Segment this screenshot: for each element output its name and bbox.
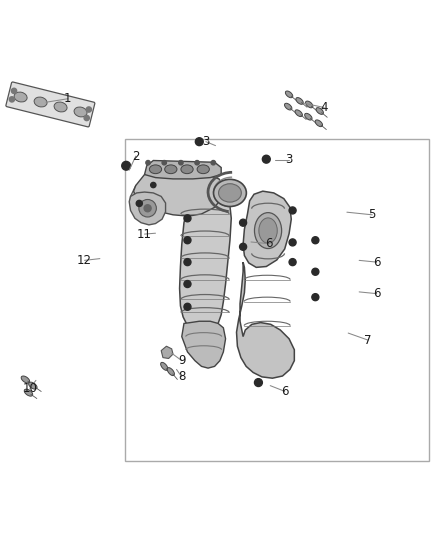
Circle shape (312, 237, 319, 244)
Circle shape (122, 161, 131, 170)
Circle shape (136, 200, 142, 206)
Ellipse shape (34, 97, 47, 107)
Ellipse shape (316, 108, 323, 115)
Ellipse shape (21, 376, 30, 383)
Polygon shape (182, 321, 226, 368)
Ellipse shape (197, 165, 209, 174)
Circle shape (262, 155, 270, 163)
Circle shape (289, 259, 296, 265)
Ellipse shape (136, 190, 146, 198)
Ellipse shape (54, 102, 67, 112)
Ellipse shape (28, 382, 37, 389)
Ellipse shape (296, 98, 303, 104)
Text: 3: 3 (202, 135, 209, 148)
Circle shape (184, 215, 191, 222)
Circle shape (195, 138, 203, 146)
Circle shape (184, 237, 191, 244)
Ellipse shape (167, 368, 174, 376)
Ellipse shape (161, 362, 168, 370)
Ellipse shape (152, 189, 161, 197)
Ellipse shape (305, 114, 312, 120)
Circle shape (184, 303, 191, 310)
Circle shape (289, 239, 296, 246)
Circle shape (184, 280, 191, 287)
Text: 6: 6 (281, 385, 289, 398)
Circle shape (184, 259, 191, 265)
Circle shape (211, 160, 215, 165)
Text: 2: 2 (132, 150, 140, 163)
Circle shape (162, 160, 166, 165)
Text: 1: 1 (64, 92, 72, 105)
Circle shape (9, 96, 14, 102)
Circle shape (289, 207, 296, 214)
Ellipse shape (219, 184, 241, 202)
Polygon shape (237, 262, 294, 378)
Text: 5: 5 (369, 208, 376, 221)
Circle shape (312, 268, 319, 275)
Circle shape (240, 219, 247, 226)
Ellipse shape (181, 165, 193, 174)
Circle shape (11, 88, 17, 93)
Circle shape (240, 243, 247, 251)
Ellipse shape (286, 91, 293, 98)
Polygon shape (243, 191, 291, 268)
Circle shape (179, 160, 183, 165)
Ellipse shape (306, 101, 313, 108)
Bar (125, 140, 429, 462)
Ellipse shape (259, 218, 277, 243)
Circle shape (312, 294, 319, 301)
Polygon shape (180, 194, 231, 333)
Text: 8: 8 (178, 370, 185, 383)
Ellipse shape (315, 120, 322, 127)
Ellipse shape (295, 110, 302, 117)
Text: 6: 6 (373, 287, 381, 300)
Ellipse shape (24, 389, 33, 396)
Polygon shape (131, 181, 173, 207)
Circle shape (84, 115, 89, 120)
Text: 9: 9 (178, 354, 186, 367)
Circle shape (254, 378, 262, 386)
Ellipse shape (165, 165, 177, 174)
Circle shape (139, 199, 156, 217)
Circle shape (195, 160, 199, 165)
Ellipse shape (213, 179, 246, 206)
Polygon shape (145, 160, 221, 179)
Text: 7: 7 (364, 334, 372, 346)
Polygon shape (129, 192, 166, 225)
Text: 6: 6 (373, 256, 381, 269)
Ellipse shape (149, 165, 162, 174)
Circle shape (151, 182, 156, 188)
Text: 12: 12 (77, 254, 92, 267)
Circle shape (86, 107, 92, 112)
Text: 3: 3 (286, 153, 293, 166)
Text: 6: 6 (265, 237, 273, 250)
Polygon shape (161, 346, 173, 359)
Text: 10: 10 (22, 382, 37, 395)
Text: 4: 4 (320, 101, 328, 114)
Circle shape (144, 205, 151, 212)
Circle shape (146, 160, 150, 165)
Polygon shape (134, 170, 223, 216)
FancyBboxPatch shape (6, 82, 95, 127)
Ellipse shape (74, 107, 87, 117)
Ellipse shape (14, 92, 27, 102)
Text: 11: 11 (137, 228, 152, 240)
Ellipse shape (285, 103, 292, 110)
Ellipse shape (254, 213, 282, 248)
